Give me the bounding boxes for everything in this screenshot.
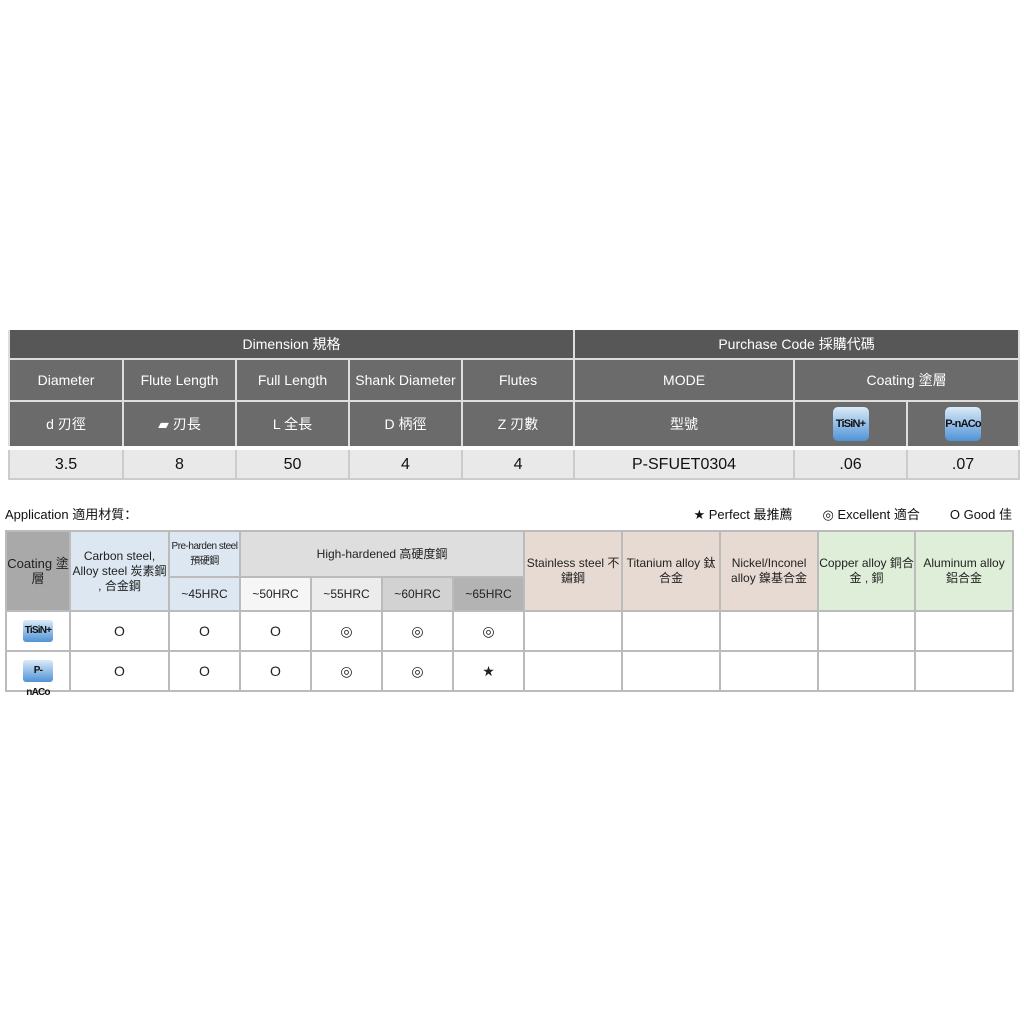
header-preharden-steel: Pre-harden steel 預硬鋼 [168, 530, 241, 578]
rating-cell [523, 610, 624, 652]
legend: ★ Perfect 最推薦 ◎ Excellent 適合 O Good 佳 [693, 504, 1012, 523]
header-coating: Coating 塗層 [5, 530, 71, 612]
value-mode: P-SFUET0304 [573, 446, 796, 480]
header-full-length: Full Length [235, 358, 350, 402]
coating-cell-pnaco: P-nACo [906, 400, 1021, 449]
table-row: 3.5 8 50 4 4 P-SFUET0304 .06 .07 [8, 446, 1021, 480]
header-mode: MODE [573, 358, 796, 402]
header-titanium: Titanium alloy 鈦合金 [621, 530, 722, 612]
rating-cell: O [239, 650, 312, 692]
rating-cell [621, 650, 722, 692]
rating-cell [523, 650, 624, 692]
rating-cell: ◎ [310, 650, 383, 692]
application-table: Coating 塗層 Carbon steel, Alloy steel 炭素鋼… [5, 530, 1015, 698]
symbol-l: L 全長 [235, 400, 350, 449]
symbol-flute: ▰ 刃長 [122, 400, 237, 449]
header-coating: Coating 塗層 [793, 358, 1021, 402]
rating-cell [914, 650, 1015, 692]
header-diameter: Diameter [8, 358, 124, 402]
header-shank-diameter: Shank Diameter [348, 358, 463, 402]
header-50hrc: ~50HRC [239, 576, 312, 612]
legend-perfect: ★ Perfect 最推薦 [693, 507, 793, 522]
rating-cell: O [168, 650, 241, 692]
rating-cell: ★ [451, 650, 526, 692]
value-tisin: .06 [793, 446, 909, 480]
legend-good: O Good 佳 [949, 507, 1012, 522]
symbol-shank: D 柄徑 [348, 400, 463, 449]
coating-cell: P-nACo [5, 650, 71, 698]
rating-cell [817, 610, 917, 652]
rating-cell [719, 610, 820, 652]
rating-cell [621, 610, 722, 652]
symbol-model: 型號 [573, 400, 796, 449]
rating-cell: ◎ [310, 610, 383, 652]
dimension-table: Dimension 規格 Purchase Code 採購代碼 Diameter… [7, 330, 1021, 480]
coating-badge: TiSiN+ [23, 620, 53, 642]
header-carbon-steel: Carbon steel, Alloy steel 炭素鋼 , 合金鋼 [69, 530, 170, 612]
rating-cell: ◎ [451, 610, 526, 652]
header-flutes: Flutes [460, 358, 576, 402]
header-aluminum: Aluminum alloy 鋁合金 [914, 530, 1015, 612]
value-pnaco: .07 [906, 446, 1021, 480]
rating-cell: ◎ [381, 610, 454, 652]
coating-cell-tisin: TiSiN+ [793, 400, 909, 449]
rating-cell: O [69, 610, 170, 652]
value-diameter: 3.5 [8, 446, 124, 480]
rating-cell: O [239, 610, 312, 652]
value-shank-diameter: 4 [348, 446, 463, 480]
table-row: P-nACo O O O ◎ ◎ ★ [5, 650, 1015, 698]
symbol-d: d 刃徑 [8, 400, 124, 449]
application-title: Application 適用材質： [5, 507, 138, 522]
purchase-code-group-header: Purchase Code 採購代碼 [573, 330, 1021, 360]
rating-cell [914, 610, 1015, 652]
table-row: TiSiN+ O O O ◎ ◎ ◎ [5, 610, 1015, 652]
rating-cell [817, 650, 917, 692]
rating-cell: O [168, 610, 241, 652]
tisin-coating-badge: TiSiN+ [832, 407, 869, 441]
header-65hrc: ~65HRC [451, 576, 526, 612]
rating-cell [719, 650, 820, 692]
header-55hrc: ~55HRC [310, 576, 383, 612]
header-stainless: Stainless steel 不鏽鋼 [523, 530, 624, 612]
value-flutes: 4 [460, 446, 576, 480]
value-flute-length: 8 [122, 446, 237, 480]
header-flute-length: Flute Length [122, 358, 237, 402]
coating-cell: TiSiN+ [5, 610, 71, 652]
header-copper: Copper alloy 銅合金 , 銅 [817, 530, 917, 612]
rating-cell: ◎ [381, 650, 454, 692]
value-full-length: 50 [235, 446, 350, 480]
header-60hrc: ~60HRC [381, 576, 454, 612]
coating-badge: P-nACo [23, 660, 53, 698]
header-45hrc: ~45HRC [168, 576, 241, 612]
legend-excellent: ◎ Excellent 適合 [822, 507, 920, 522]
rating-cell: O [69, 650, 170, 692]
dimension-group-header: Dimension 規格 [7, 330, 576, 360]
pnaco-coating-badge: P-nACo [945, 407, 982, 441]
header-high-hardened: High-hardened 高硬度鋼 [238, 530, 526, 578]
symbol-z: Z 刃數 [460, 400, 576, 449]
header-nickel: Nickel/Inconel alloy 鎳基合金 [719, 530, 820, 612]
